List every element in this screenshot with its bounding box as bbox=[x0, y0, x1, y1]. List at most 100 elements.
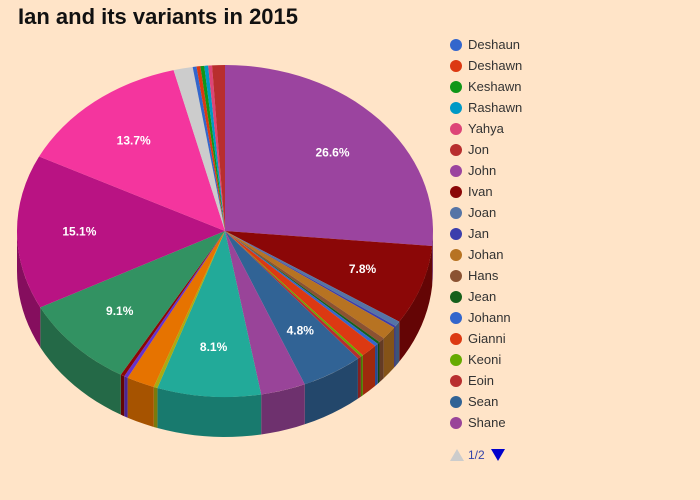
pie-slice-johnny[interactable] bbox=[16, 156, 226, 308]
pie-slice-yahya[interactable] bbox=[208, 65, 225, 231]
pie-label-john: 26.6% bbox=[315, 146, 349, 160]
pie-side-shane bbox=[261, 384, 305, 435]
pie-slice-jon-jon[interactable] bbox=[39, 70, 225, 232]
pie-slice-hans[interactable] bbox=[225, 231, 384, 343]
legend-swatch bbox=[450, 395, 462, 408]
legend-item[interactable]: John bbox=[448, 160, 688, 181]
legend-label: John bbox=[468, 163, 497, 178]
legend-swatch bbox=[450, 311, 462, 324]
legend-item[interactable]: Jean bbox=[448, 286, 688, 307]
pie-slice-jan[interactable] bbox=[225, 231, 396, 328]
pie-slice-jean[interactable] bbox=[225, 231, 380, 344]
legend-label: Jon bbox=[468, 142, 489, 157]
legend-item[interactable]: Rashawn bbox=[448, 97, 688, 118]
pie-slice-john[interactable] bbox=[225, 65, 434, 247]
pie-side-evan bbox=[157, 387, 262, 437]
legend-item[interactable]: Hans bbox=[448, 265, 688, 286]
legend-swatch bbox=[450, 248, 462, 261]
pie-side-hamish bbox=[124, 376, 128, 418]
pie-slice-evan[interactable] bbox=[157, 231, 262, 398]
pie-side-ewan bbox=[120, 374, 125, 417]
legend-label: Gianni bbox=[468, 331, 506, 346]
legend-item[interactable]: Ivan bbox=[448, 181, 688, 202]
legend-label: Shane bbox=[468, 415, 506, 430]
legend-swatch bbox=[450, 164, 462, 177]
pie-slice-ivan[interactable] bbox=[225, 231, 433, 322]
legend-item[interactable]: Deshawn bbox=[448, 55, 688, 76]
pie-slice-rashawn[interactable] bbox=[204, 65, 225, 231]
pie-slice-joan[interactable] bbox=[225, 231, 400, 326]
pie-side-owen bbox=[153, 386, 158, 428]
legend-swatch bbox=[450, 269, 462, 282]
pie-side-eoin bbox=[357, 356, 361, 399]
legend-item[interactable]: Johan bbox=[448, 244, 688, 265]
pie-slice-deshawn[interactable] bbox=[196, 66, 225, 231]
pie-labels: 26.6% 7.8% 4.8% 8.1% 9.1% 15.1% 13.7% bbox=[62, 134, 376, 354]
legend-item[interactable]: Shane bbox=[448, 412, 688, 433]
legend-label: Hans bbox=[468, 268, 499, 283]
pie-side-johann bbox=[375, 343, 378, 386]
pie-slice-ewan[interactable] bbox=[120, 231, 225, 377]
pie-side-joan bbox=[395, 321, 400, 366]
legend-label: Jean bbox=[468, 289, 497, 304]
legend-swatch bbox=[450, 101, 462, 114]
pie-label-johnny: 15.1% bbox=[62, 225, 96, 239]
legend-item[interactable]: Eoin bbox=[448, 370, 688, 391]
pie-slice-deshaun[interactable] bbox=[192, 66, 225, 231]
pie-side-giovanni bbox=[40, 307, 121, 415]
legend-item[interactable]: Johann bbox=[448, 307, 688, 328]
pie-slice-shane[interactable] bbox=[225, 231, 305, 395]
legend-item[interactable]: Jon bbox=[448, 139, 688, 160]
pie-label-ivan: 7.8% bbox=[349, 262, 377, 276]
pie-slice-giovanni[interactable] bbox=[40, 231, 225, 375]
legend-item[interactable]: Keshawn bbox=[448, 76, 688, 97]
pie-side-hans bbox=[379, 338, 384, 383]
legend-label: Deshaun bbox=[468, 37, 521, 52]
pie-slice-jon[interactable] bbox=[212, 64, 225, 231]
pie-slice-gianni[interactable] bbox=[225, 231, 376, 356]
triangle-down-icon[interactable] bbox=[490, 449, 505, 461]
triangle-up-icon[interactable] bbox=[450, 449, 464, 461]
pie-side-sean bbox=[304, 358, 358, 425]
legend: Deshaun Deshawn Keshawn Rashawn Yahya Jon John… bbox=[448, 34, 688, 433]
pie-side-juan bbox=[127, 377, 154, 427]
pie-slice-keoni[interactable] bbox=[225, 231, 363, 357]
pie-label-jon-jon: 13.7% bbox=[117, 134, 151, 148]
legend-label: Rashawn bbox=[468, 100, 523, 115]
legend-item[interactable]: Joan bbox=[448, 202, 688, 223]
legend-swatch bbox=[450, 143, 462, 156]
pie-slice-keshawn[interactable] bbox=[200, 65, 225, 231]
pie-slice-sean[interactable] bbox=[225, 231, 358, 385]
pie-slice-eoin[interactable] bbox=[225, 231, 361, 359]
pie-slice-juan[interactable] bbox=[127, 231, 225, 387]
pie-side-john bbox=[432, 231, 433, 287]
legend-label: Ivan bbox=[468, 184, 493, 199]
pie-slice-other[interactable] bbox=[173, 67, 225, 232]
pie-slice-johann[interactable] bbox=[225, 231, 378, 346]
legend-swatch bbox=[450, 59, 462, 72]
legend-label: Johann bbox=[468, 310, 511, 325]
pie-side-ivan bbox=[399, 246, 433, 362]
legend-label: Joan bbox=[468, 205, 497, 220]
legend-item[interactable]: Keoni bbox=[448, 349, 688, 370]
pie-side-jean bbox=[377, 342, 380, 384]
pie-slice-hamish[interactable] bbox=[124, 231, 225, 378]
pie-slice-johan[interactable] bbox=[225, 231, 395, 339]
legend-swatch bbox=[450, 416, 462, 429]
legend-item[interactable]: Gianni bbox=[448, 328, 688, 349]
legend-item[interactable]: Jan bbox=[448, 223, 688, 244]
legend-swatch bbox=[450, 122, 462, 135]
legend-label: Keoni bbox=[468, 352, 502, 367]
legend-label: Sean bbox=[468, 394, 499, 409]
legend-item[interactable]: Sean bbox=[448, 391, 688, 412]
pie-side-johan bbox=[383, 327, 395, 379]
legend-swatch bbox=[450, 80, 462, 93]
pie-label-evan: 8.1% bbox=[200, 340, 228, 354]
legend-swatch bbox=[450, 290, 462, 303]
pie-slice-owen[interactable] bbox=[153, 231, 225, 388]
legend-item[interactable]: Deshaun bbox=[448, 34, 688, 55]
pie-chart: 26.6% 7.8% 4.8% 8.1% 9.1% 15.1% 13.7% bbox=[16, 64, 434, 437]
legend-item[interactable]: Yahya bbox=[448, 118, 688, 139]
pie-side-jan bbox=[394, 325, 396, 368]
legend-swatch bbox=[450, 227, 462, 240]
